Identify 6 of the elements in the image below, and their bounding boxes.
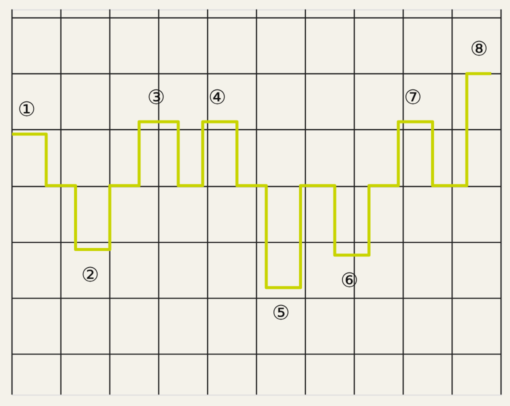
annotation: ② <box>81 262 100 286</box>
annotation: ① <box>18 97 36 122</box>
annotation: ⑦ <box>404 84 422 109</box>
annotation: ④ <box>208 84 226 109</box>
text: ⑧ <box>470 36 488 61</box>
text: ⑤ <box>272 300 290 325</box>
